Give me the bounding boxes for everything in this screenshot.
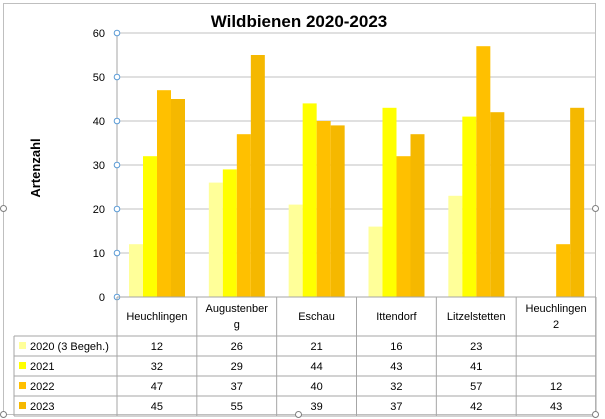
y-axis-title: Artenzahl xyxy=(28,138,43,197)
bar xyxy=(476,46,491,298)
table-value: 37 xyxy=(390,401,402,413)
x-category-label: Eschau xyxy=(298,311,335,323)
legend-label: 2021 xyxy=(30,361,54,373)
x-category-label: Heuchlingen xyxy=(126,311,187,323)
y-tick-label: 20 xyxy=(93,204,105,216)
table-value: 39 xyxy=(310,401,322,413)
bar xyxy=(236,134,251,297)
y-tick-label: 30 xyxy=(93,160,105,172)
bar xyxy=(171,99,185,297)
x-category-label: Heuchlingen xyxy=(526,303,587,315)
data-table: Heuchlingen Augustenber g Eschau Ittendorf Li… xyxy=(13,296,597,417)
y-tick-label: 60 xyxy=(93,28,105,40)
bar xyxy=(570,107,585,297)
y-tick-label: 40 xyxy=(93,116,105,128)
bar xyxy=(410,134,425,297)
resize-handle-bottom[interactable] xyxy=(295,411,302,418)
bar xyxy=(462,116,477,297)
table-value: 41 xyxy=(470,361,482,373)
resize-handle-bottom-left[interactable] xyxy=(0,411,7,418)
bar xyxy=(129,244,143,297)
table-value: 32 xyxy=(390,381,402,393)
gridlines xyxy=(116,32,596,298)
bar xyxy=(490,112,505,297)
bar xyxy=(556,244,571,297)
bar xyxy=(448,195,463,297)
table-value: 26 xyxy=(231,341,243,353)
bar xyxy=(316,121,331,297)
y-tick-label: 50 xyxy=(93,72,105,84)
legend-key xyxy=(19,402,26,409)
bar xyxy=(222,169,237,297)
axis-selection-handle xyxy=(113,205,121,213)
table-value: 55 xyxy=(231,401,243,413)
y-axis-ticks: 0 10 20 30 40 50 60 xyxy=(93,28,121,304)
x-category-label: g xyxy=(234,319,240,331)
table-value: 43 xyxy=(390,361,402,373)
table-value: 29 xyxy=(231,361,243,373)
bar xyxy=(382,107,397,297)
axis-selection-handle xyxy=(113,117,121,125)
table-value: 23 xyxy=(470,341,482,353)
legend-key xyxy=(19,382,26,389)
axis-selection-handle xyxy=(113,29,121,37)
bar xyxy=(302,103,317,298)
bar xyxy=(157,90,171,297)
x-category-label: 2 xyxy=(553,319,559,331)
bar xyxy=(250,55,265,297)
bar xyxy=(143,156,157,297)
table-value: 57 xyxy=(470,381,482,393)
legend-key xyxy=(19,342,26,349)
x-category-label: Ittendorf xyxy=(376,311,417,323)
table-value: 32 xyxy=(151,361,163,373)
bar xyxy=(208,182,223,297)
chart-title: Wildbienen 2020-2023 xyxy=(211,12,388,31)
bar xyxy=(330,125,345,298)
legend-label: 2023 xyxy=(30,401,54,413)
table-value: 45 xyxy=(151,401,163,413)
y-tick-label: 0 xyxy=(99,292,105,304)
x-category-label: Litzelstetten xyxy=(447,311,506,323)
table-value: 16 xyxy=(390,341,402,353)
axis-selection-handle xyxy=(113,73,121,81)
resize-handle-right[interactable] xyxy=(592,205,599,212)
table-value: 37 xyxy=(231,381,243,393)
table-value: 43 xyxy=(550,401,562,413)
legend-key xyxy=(19,362,26,369)
y-tick-label: 10 xyxy=(93,248,105,260)
table-value: 44 xyxy=(310,361,322,373)
resize-handle-bottom-right[interactable] xyxy=(592,411,599,418)
table-value: 42 xyxy=(470,401,482,413)
axis-selection-handle xyxy=(113,249,121,257)
table-value: 12 xyxy=(151,341,163,353)
resize-handle-left[interactable] xyxy=(0,205,7,212)
bars xyxy=(129,46,585,298)
bar xyxy=(368,226,383,297)
x-category-label: Augustenber xyxy=(206,303,269,315)
legend-label: 2022 xyxy=(30,381,54,393)
legend-label: 2020 (3 Begeh.) xyxy=(30,341,109,353)
table-value: 47 xyxy=(151,381,163,393)
table-value: 12 xyxy=(550,381,562,393)
bar xyxy=(288,204,303,297)
bar xyxy=(396,156,411,297)
table-value: 21 xyxy=(310,341,322,353)
table-value: 40 xyxy=(310,381,322,393)
axis-selection-handle xyxy=(113,161,121,169)
